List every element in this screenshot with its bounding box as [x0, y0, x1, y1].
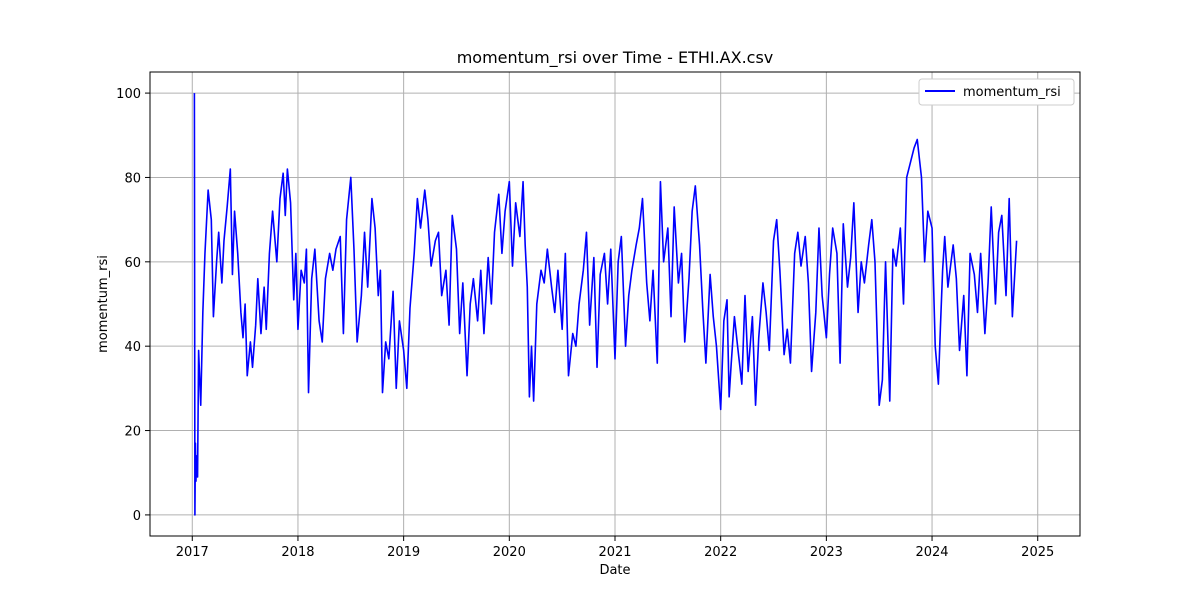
y-tick-label: 0 [133, 509, 141, 524]
x-tick-label: 2021 [598, 545, 631, 560]
x-tick-label: 2020 [493, 545, 526, 560]
series-line-momentum-rsi [193, 93, 1018, 516]
y-tick-label: 60 [124, 256, 141, 271]
y-axis-label: momentum_rsi [96, 255, 111, 353]
x-tick-label: 2023 [810, 545, 843, 560]
y-ticks: 0 20 40 60 80 100 [116, 87, 150, 524]
x-ticks: 2017 2018 2019 2020 2021 2022 2023 2024 2025 [176, 536, 1054, 560]
x-tick-label: 2018 [281, 545, 314, 560]
x-tick-label: 2025 [1021, 545, 1054, 560]
plot-area [193, 93, 1018, 516]
x-tick-label: 2017 [176, 545, 209, 560]
y-tick-label: 20 [124, 425, 141, 440]
x-axis-label: Date [599, 563, 630, 578]
legend-box [918, 78, 1075, 106]
x-tick-label: 2022 [704, 545, 737, 560]
y-tick-label: 100 [116, 87, 141, 102]
legend-label: momentum_rsi [963, 85, 1061, 100]
axes-frame [149, 71, 1081, 537]
legend: momentum_rsi [918, 78, 1075, 106]
x-tick-label: 2024 [915, 545, 948, 560]
y-tick-label: 80 [124, 171, 141, 186]
grid [150, 72, 1080, 536]
x-tick-label: 2019 [387, 545, 420, 560]
chart-title: momentum_rsi over Time - ETHI.AX.csv [457, 48, 774, 68]
y-tick-label: 40 [124, 340, 141, 355]
